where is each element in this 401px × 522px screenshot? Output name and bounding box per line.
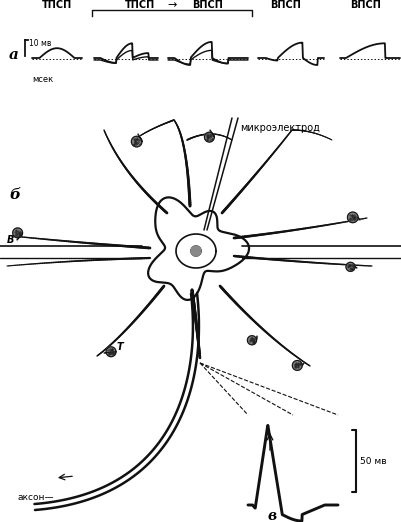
Polygon shape: [104, 347, 116, 357]
Polygon shape: [204, 130, 214, 142]
Polygon shape: [345, 262, 356, 271]
Polygon shape: [190, 246, 200, 256]
Text: ТПСП: ТПСП: [42, 0, 72, 10]
Polygon shape: [292, 361, 303, 371]
Text: в: в: [267, 509, 276, 522]
Text: мсек: мсек: [32, 75, 53, 84]
Text: ВПСП: ВПСП: [270, 0, 301, 10]
Text: а: а: [9, 48, 19, 62]
Polygon shape: [346, 212, 359, 223]
Text: ТПСП: ТПСП: [125, 0, 155, 10]
Text: ВПСП: ВПСП: [350, 0, 381, 10]
Text: Т: Т: [117, 342, 124, 352]
Text: аксон—: аксон—: [18, 493, 55, 503]
Text: 10 мв: 10 мв: [29, 39, 51, 48]
Text: микроэлектрод: микроэлектрод: [239, 123, 319, 133]
Polygon shape: [247, 336, 256, 345]
Polygon shape: [131, 134, 142, 147]
Text: б: б: [9, 188, 20, 202]
Text: 50 мв: 50 мв: [359, 457, 386, 466]
Text: В: В: [7, 235, 14, 245]
Text: →: →: [167, 0, 176, 10]
Text: ВПСП: ВПСП: [192, 0, 223, 10]
Polygon shape: [13, 228, 22, 240]
